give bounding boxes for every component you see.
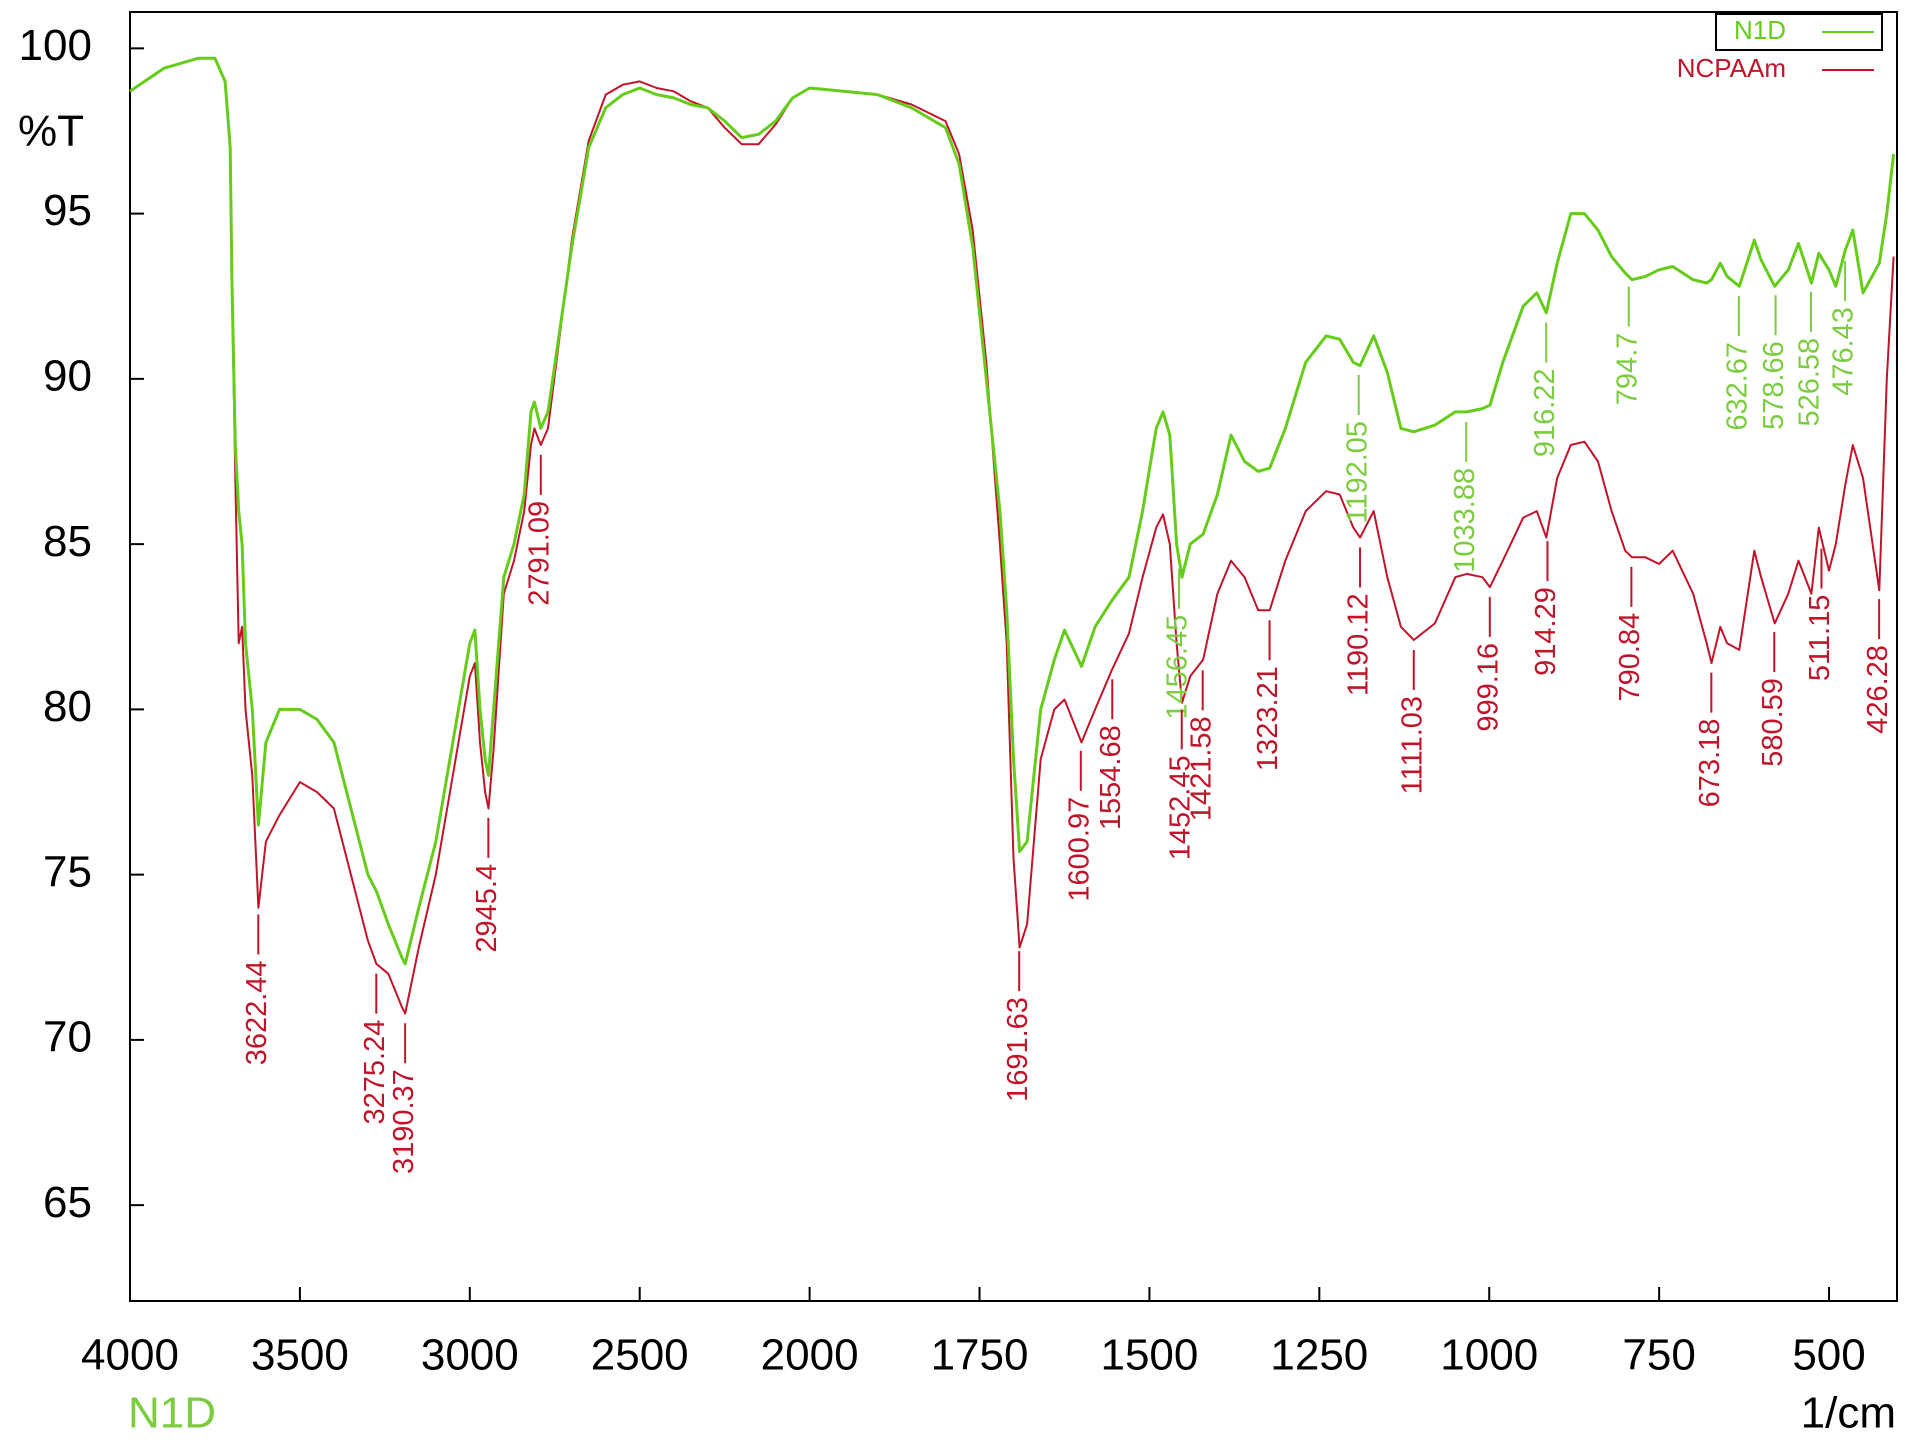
peak-label: 916.22 [1529, 368, 1561, 457]
y-tick-label: 90 [43, 351, 92, 400]
x-tick-label: 500 [1792, 1331, 1865, 1380]
y-tick-label: 65 [43, 1178, 92, 1227]
x-tick-label: 3000 [421, 1331, 519, 1380]
x-tick-label: 3500 [251, 1331, 349, 1380]
y-tick-label: 75 [43, 847, 92, 896]
peak-label: 1421.58 [1185, 716, 1217, 821]
x-tick-label: 2500 [591, 1331, 689, 1380]
peak-label: 1033.88 [1449, 468, 1481, 573]
peak-label: 580.59 [1757, 678, 1789, 767]
x-tick-label: 4000 [81, 1331, 179, 1380]
peak-label: 1600.97 [1063, 797, 1095, 902]
peak-label: 1691.63 [1002, 997, 1034, 1102]
peak-label: 632.67 [1722, 342, 1754, 431]
series-line [129, 56, 1896, 966]
x-axis-label: 1/cm [1801, 1389, 1896, 1438]
peak-label: 673.18 [1694, 719, 1726, 808]
x-tick-label: 1750 [931, 1331, 1029, 1380]
peak-label: 3275.24 [359, 1020, 391, 1125]
x-tick-label: 1250 [1270, 1331, 1368, 1380]
peak-label: 790.84 [1614, 613, 1646, 702]
peak-label: 1192.05 [1341, 421, 1373, 524]
legend-label: NCPAAm [1677, 53, 1786, 83]
peak-label: 3622.44 [241, 960, 273, 1065]
active-series-label: N1D [128, 1389, 216, 1438]
peak-label: 578.66 [1758, 341, 1790, 430]
legend-label: N1D [1734, 15, 1786, 45]
y-tick-label: 70 [43, 1013, 92, 1062]
peak-label: 1554.68 [1095, 725, 1127, 830]
series-line [129, 57, 1895, 1015]
peak-label: 1323.21 [1252, 666, 1284, 771]
peak-label: 1452.45 [1164, 755, 1196, 860]
peak-label: 1111.03 [1396, 696, 1428, 794]
peak-label: 1190.12 [1343, 593, 1375, 696]
peak-label: 3190.37 [388, 1069, 420, 1174]
x-tick-label: 1500 [1100, 1331, 1198, 1380]
peak-label: 511.15 [1804, 595, 1836, 682]
y-axis-label: %T [18, 107, 84, 156]
legend-selection [1715, 13, 1883, 51]
peak-label: 1456.45 [1162, 615, 1194, 720]
peak-label: 794.7 [1611, 333, 1643, 406]
y-tick-label: 80 [43, 682, 92, 731]
y-tick-label: 85 [43, 517, 92, 566]
x-tick-label: 2000 [761, 1331, 859, 1380]
peak-label: 999.16 [1472, 643, 1504, 732]
peak-label: 2945.4 [471, 864, 503, 953]
plot-frame [129, 11, 1898, 1302]
peak-label: 476.43 [1828, 307, 1860, 396]
peak-label: 2791.09 [523, 501, 555, 606]
peak-label: 526.58 [1794, 338, 1826, 427]
x-tick-label: 1000 [1440, 1331, 1538, 1380]
y-tick-label: 95 [43, 186, 92, 235]
x-tick-label: 750 [1622, 1331, 1695, 1380]
peak-label: 914.29 [1530, 587, 1562, 676]
y-tick-label: 100 [19, 21, 92, 70]
peak-label: 426.28 [1862, 645, 1894, 734]
